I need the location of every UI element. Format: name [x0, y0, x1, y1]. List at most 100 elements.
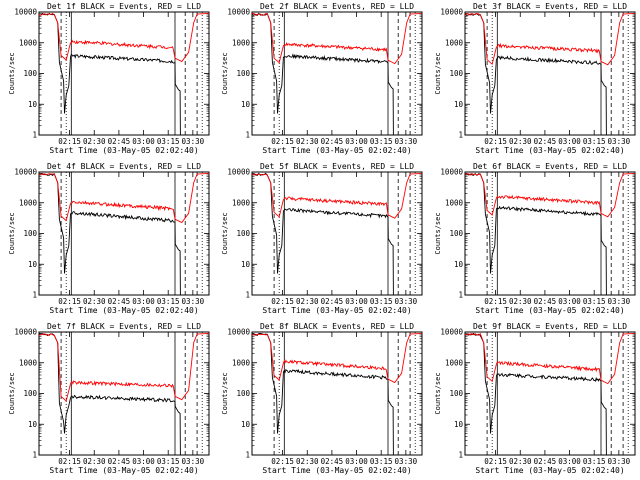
y-tick-label: 100	[23, 389, 37, 398]
series-line-lld	[464, 12, 636, 66]
y-axis-label: Counts/sec	[221, 212, 229, 254]
y-tick-label: 100	[236, 69, 250, 78]
series-line-lld	[464, 172, 636, 218]
y-tick-label: 1000	[232, 198, 251, 207]
series-line-lld	[38, 332, 210, 402]
y-tick-label: 10	[241, 260, 251, 269]
y-axis-label: Counts/sec	[8, 372, 16, 414]
y-tick-label: 1000	[19, 38, 38, 47]
x-axis-label: Start Time (03-May-05 02:02:40)	[475, 466, 624, 475]
y-tick-label: 10000	[440, 328, 463, 337]
y-tick-label: 100	[449, 229, 463, 238]
x-tick-label: 03:00	[132, 297, 155, 306]
x-tick-label: 03:30	[182, 297, 205, 306]
y-tick-label: 1	[32, 291, 37, 300]
plot-frame	[38, 11, 210, 136]
x-tick-label: 03:15	[370, 137, 393, 146]
y-tick-label: 10	[454, 260, 464, 269]
series-line-lld	[251, 12, 423, 65]
x-tick-label: 03:30	[608, 457, 631, 466]
y-tick-label: 10	[454, 100, 464, 109]
y-tick-label: 1	[245, 451, 250, 460]
chart-panel-9: Det 9f BLACK = Events, RED = LLD 1 10 100 10…	[434, 322, 636, 475]
y-tick-label: 1	[32, 451, 37, 460]
series-line-lld	[464, 332, 636, 385]
y-axis-label: Counts/sec	[434, 52, 442, 94]
y-tick-label: 10000	[14, 8, 37, 17]
y-tick-label: 100	[236, 389, 250, 398]
x-tick-label: 02:30	[83, 297, 106, 306]
series-line-events	[464, 13, 607, 136]
x-tick-label: 03:15	[583, 457, 606, 466]
chart-panel-3: Det 3f BLACK = Events, RED = LLD 1 10 100 10…	[434, 2, 636, 155]
chart-title: Det 6f BLACK = Events, RED = LLD	[473, 162, 627, 171]
y-tick-label: 1000	[445, 38, 464, 47]
y-tick-label: 1	[32, 131, 37, 140]
x-tick-label: 03:00	[558, 137, 581, 146]
x-axis-label: Start Time (03-May-05 02:02:40)	[49, 146, 198, 155]
plot-frame	[464, 331, 636, 456]
chart-title: Det 8f BLACK = Events, RED = LLD	[260, 322, 414, 331]
x-axis-label: Start Time (03-May-05 02:02:40)	[49, 466, 198, 475]
chart-title: Det 1f BLACK = Events, RED = LLD	[47, 2, 201, 11]
x-tick-label: 03:15	[157, 137, 180, 146]
y-tick-label: 1	[458, 451, 463, 460]
series-line-lld	[38, 12, 210, 63]
x-tick-label: 03:15	[157, 297, 180, 306]
x-tick-label: 03:30	[608, 297, 631, 306]
x-tick-label: 02:30	[509, 457, 532, 466]
x-tick-label: 03:00	[345, 457, 368, 466]
y-tick-label: 1000	[232, 358, 251, 367]
series-line-events	[38, 12, 181, 136]
y-axis-label: Counts/sec	[434, 372, 442, 414]
x-axis-label: Start Time (03-May-05 02:02:40)	[262, 306, 411, 315]
x-axis-label: Start Time (03-May-05 02:02:40)	[262, 146, 411, 155]
chart-title: Det 4f BLACK = Events, RED = LLD	[47, 162, 201, 171]
x-tick-label: 02:45	[108, 457, 131, 466]
x-tick-label: 03:30	[395, 457, 418, 466]
x-tick-label: 02:45	[321, 457, 344, 466]
y-tick-label: 1000	[445, 198, 464, 207]
x-tick-label: 03:15	[583, 137, 606, 146]
x-tick-label: 02:30	[296, 457, 319, 466]
x-tick-label: 03:30	[182, 137, 205, 146]
chart-title: Det 9f BLACK = Events, RED = LLD	[473, 322, 627, 331]
x-axis-label: Start Time (03-May-05 02:02:40)	[262, 466, 411, 475]
plot-frame	[464, 11, 636, 136]
x-tick-label: 02:15	[271, 457, 294, 466]
x-tick-label: 02:45	[108, 297, 131, 306]
x-tick-label: 03:15	[370, 457, 393, 466]
x-tick-label: 03:00	[345, 297, 368, 306]
y-axis-label: Counts/sec	[221, 372, 229, 414]
y-axis-label: Counts/sec	[8, 52, 16, 94]
series-line-events	[251, 12, 394, 136]
x-tick-label: 02:15	[58, 457, 81, 466]
y-tick-label: 10000	[14, 168, 37, 177]
series-line-events	[251, 332, 394, 456]
y-tick-label: 1	[245, 291, 250, 300]
y-tick-label: 10000	[227, 168, 250, 177]
plot-frame	[251, 171, 423, 296]
x-tick-label: 02:30	[296, 137, 319, 146]
x-axis-label: Start Time (03-May-05 02:02:40)	[475, 306, 624, 315]
x-tick-label: 03:30	[395, 137, 418, 146]
x-tick-label: 02:15	[484, 137, 507, 146]
x-tick-label: 02:45	[534, 297, 557, 306]
x-tick-label: 03:30	[608, 137, 631, 146]
x-tick-label: 03:00	[132, 457, 155, 466]
plot-frame	[251, 11, 423, 136]
y-tick-label: 10	[28, 420, 38, 429]
x-tick-label: 02:30	[83, 137, 106, 146]
y-tick-label: 100	[449, 389, 463, 398]
x-tick-label: 02:45	[108, 137, 131, 146]
x-tick-label: 02:30	[509, 297, 532, 306]
y-tick-label: 10	[241, 100, 251, 109]
plot-frame	[38, 331, 210, 456]
x-tick-label: 03:00	[132, 137, 155, 146]
x-tick-label: 02:15	[271, 297, 294, 306]
series-line-events	[251, 172, 394, 296]
y-tick-label: 100	[23, 69, 37, 78]
y-tick-label: 10000	[440, 168, 463, 177]
series-line-events	[464, 172, 607, 296]
x-tick-label: 02:45	[534, 137, 557, 146]
